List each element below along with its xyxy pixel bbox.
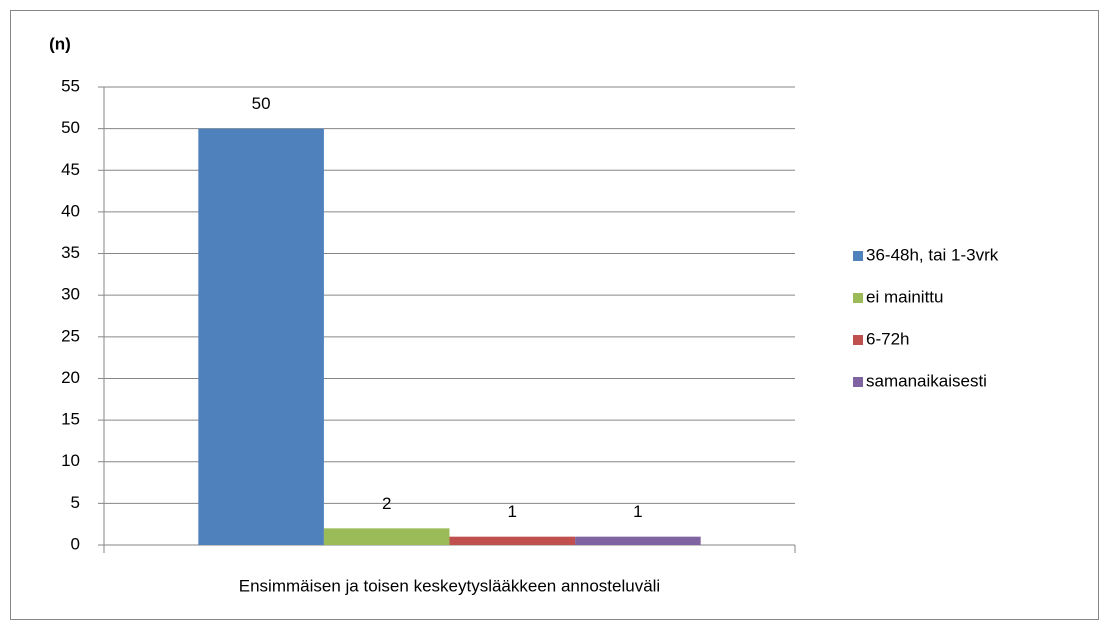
y-tick-label: 15 (61, 410, 80, 429)
bar (198, 128, 324, 546)
y-tick-label: 55 (61, 76, 80, 95)
data-label: 1 (633, 502, 642, 521)
legend-label: 36-48h, tai 1-3vrk (866, 245, 999, 264)
bar (323, 528, 450, 545)
legend-swatch (853, 251, 863, 261)
y-tick-label: 10 (61, 451, 80, 470)
y-tick-label: 40 (61, 201, 80, 220)
data-label: 50 (252, 94, 271, 113)
x-tick-label: Ensimmäisen ja toisen keskeytyslääkkeen … (239, 576, 660, 595)
legend-swatch (853, 377, 863, 387)
bar (449, 536, 576, 545)
legend-label: 6-72h (866, 329, 909, 348)
legend-swatch (853, 293, 863, 303)
y-tick-label: 5 (71, 493, 80, 512)
y-tick-label: 35 (61, 243, 80, 262)
y-tick-label: 20 (61, 368, 80, 387)
y-tick-label: 25 (61, 326, 80, 345)
y-axis-label: (n) (49, 34, 71, 53)
chart-border (10, 10, 1099, 620)
y-tick-label: 0 (71, 534, 80, 553)
y-tick-label: 50 (61, 118, 80, 137)
bar (575, 536, 701, 545)
data-label: 1 (508, 502, 517, 521)
y-tick-label: 45 (61, 160, 80, 179)
legend-swatch (853, 335, 863, 345)
legend-label: samanaikaisesti (866, 371, 987, 390)
data-label: 2 (382, 494, 391, 513)
y-tick-label: 30 (61, 285, 80, 304)
legend-label: ei mainittu (866, 287, 943, 306)
